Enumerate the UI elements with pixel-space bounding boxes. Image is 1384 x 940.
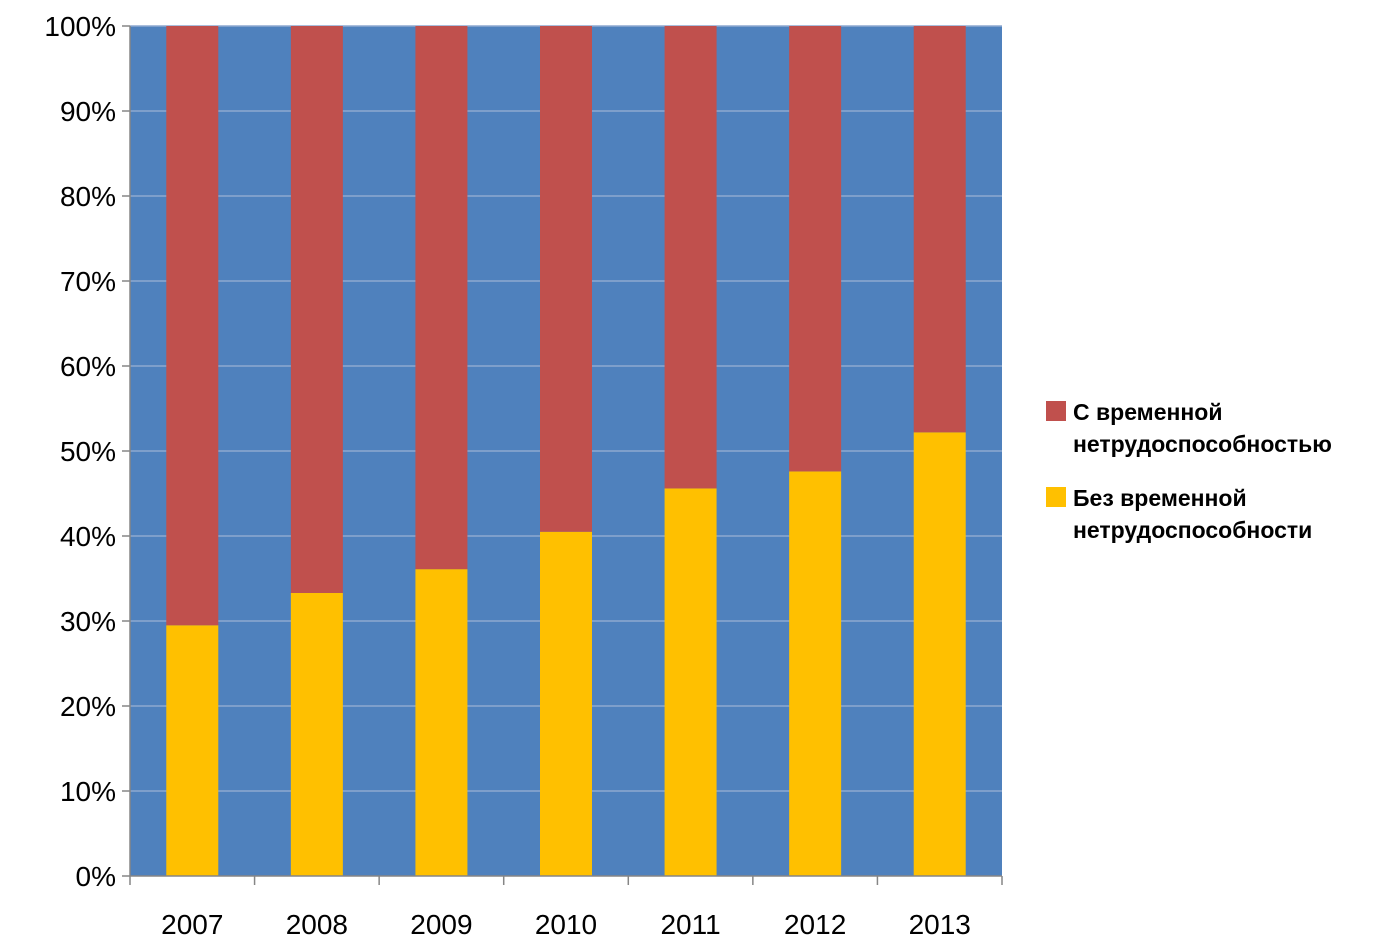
y-tick-label: 60%	[60, 351, 116, 382]
bar-segment-2007-series-1	[166, 26, 219, 626]
bar-segment-2013-series-0	[913, 432, 966, 876]
y-tick-label: 0%	[76, 861, 116, 892]
legend-swatch	[1046, 487, 1066, 507]
bar-segment-2009-series-0	[415, 569, 468, 876]
bar-segment-2008-series-1	[290, 26, 343, 593]
y-tick-label: 50%	[60, 436, 116, 467]
legend-entry: С временной нетрудоспособностью	[1046, 399, 1332, 457]
y-tick-label: 90%	[60, 96, 116, 127]
bar-segment-2011-series-0	[664, 488, 717, 876]
legend-swatch	[1046, 401, 1066, 421]
y-tick-label: 80%	[60, 181, 116, 212]
bar-segment-2009-series-1	[415, 26, 468, 570]
y-tick-label: 100%	[44, 11, 116, 42]
y-tick-label: 20%	[60, 691, 116, 722]
axes	[122, 25, 1003, 885]
legend-entry: Без временной нетрудоспособности	[1046, 485, 1312, 543]
y-tick-label: 40%	[60, 521, 116, 552]
bars	[166, 26, 966, 876]
legend-label: С временной нетрудоспособностью	[1073, 399, 1332, 457]
x-tick-label: 2010	[535, 909, 597, 940]
y-axis-tick-labels: 0% 10% 20% 30% 40% 50% 60% 70% 80% 90% 100%	[44, 11, 116, 892]
x-tick-label: 2012	[784, 909, 846, 940]
bar-segment-2012-series-0	[789, 471, 842, 876]
y-tick-label: 30%	[60, 606, 116, 637]
x-tick-label: 2013	[909, 909, 971, 940]
x-tick-label: 2009	[410, 909, 472, 940]
x-tick-label: 2008	[286, 909, 348, 940]
bar-segment-2010-series-0	[540, 531, 592, 876]
bar-segment-2011-series-1	[664, 26, 717, 489]
x-axis-tick-labels: 2007 2008 2009 2010 2011 2012 2013	[161, 909, 971, 940]
bar-segment-2008-series-0	[290, 592, 343, 876]
bar-segment-2012-series-1	[789, 26, 842, 472]
x-tick-label: 2007	[161, 909, 223, 940]
bar-segment-2010-series-1	[540, 26, 592, 532]
y-tick-label: 10%	[60, 776, 116, 807]
y-tick-label: 70%	[60, 266, 116, 297]
bar-segment-2007-series-0	[166, 625, 219, 876]
bar-segment-2013-series-1	[913, 26, 966, 433]
legend: С временной нетрудоспособностью Без времен…	[1046, 399, 1332, 543]
legend-label: Без временной нетрудоспособности	[1073, 485, 1312, 543]
x-tick-label: 2011	[660, 909, 720, 940]
